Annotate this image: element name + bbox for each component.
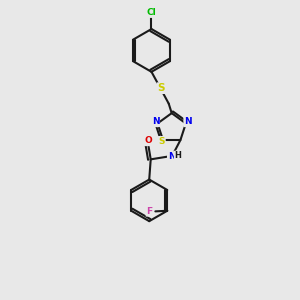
Text: N: N <box>184 117 192 126</box>
Text: F: F <box>146 207 152 216</box>
Text: H: H <box>175 151 182 160</box>
Text: N: N <box>168 152 175 161</box>
Text: Cl: Cl <box>147 8 156 17</box>
Text: N: N <box>152 117 159 126</box>
Text: S: S <box>158 137 165 146</box>
Text: S: S <box>157 83 165 93</box>
Text: O: O <box>145 136 152 146</box>
